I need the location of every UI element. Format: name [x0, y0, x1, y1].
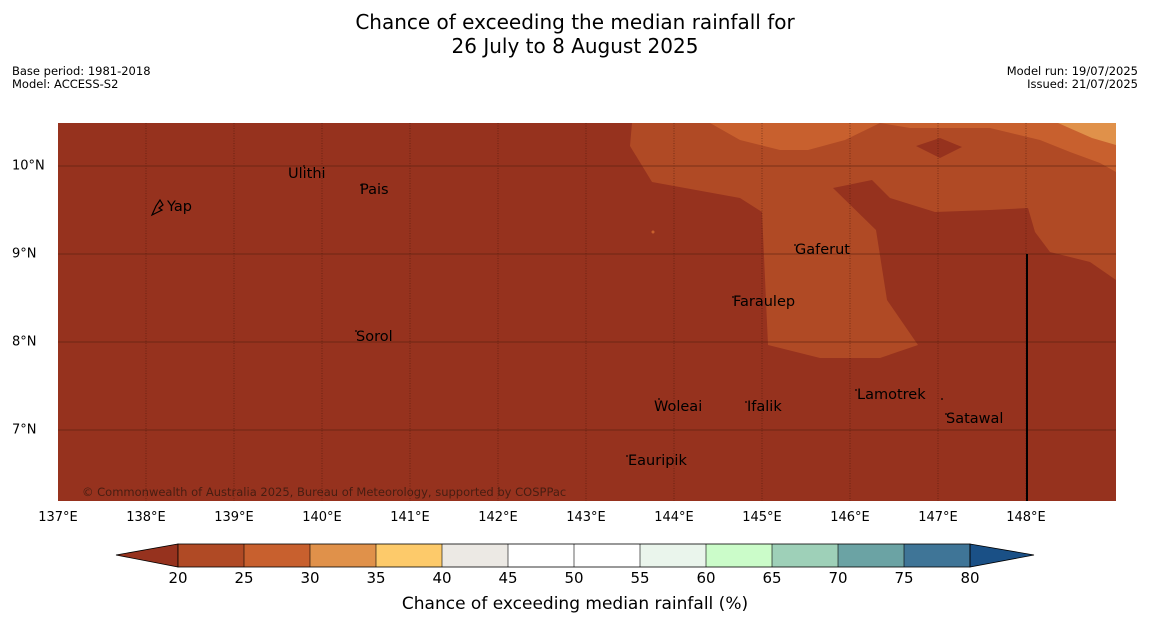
- x-tick-label: 138°E: [126, 510, 166, 525]
- x-tick-label: 143°E: [566, 510, 606, 525]
- colorbar-dividers: [243, 544, 905, 567]
- island-markers: [303, 165, 947, 457]
- island-marker-lamotrek: [855, 389, 857, 391]
- colorbar-label: 65: [762, 569, 782, 587]
- place-label-lamotrek: Lamotrek: [857, 387, 926, 403]
- map-panel: [58, 123, 1116, 501]
- x-tick-label: 148°E: [1006, 510, 1046, 525]
- x-tick-label: 140°E: [302, 510, 342, 525]
- colorbar-label: 60: [696, 569, 716, 587]
- x-tick-label: 147°E: [918, 510, 958, 525]
- colorbar-bin-75-80: [904, 544, 970, 567]
- model-run-text: Model run: 19/07/2025: [1006, 64, 1138, 78]
- colorbar-under-arrow: [115, 543, 179, 568]
- place-label-yap: Yap: [167, 199, 192, 215]
- island-marker-woleai: [658, 398, 660, 400]
- place-label-sorol: Sorol: [356, 329, 393, 345]
- colorbar-bin-60-65: [706, 544, 772, 567]
- x-tick-label: 145°E: [742, 510, 782, 525]
- place-label-woleai: Woleai: [654, 399, 703, 415]
- model-text: Model: ACCESS-S2: [12, 77, 119, 91]
- colorbar-label: 25: [234, 569, 254, 587]
- island-marker-gaferut: [794, 244, 796, 246]
- colorbar-label: 35: [366, 569, 386, 587]
- colorbar-label: 75: [894, 569, 914, 587]
- x-tick-label: 146°E: [830, 510, 870, 525]
- contour-20-25: [630, 123, 1116, 358]
- place-label-ifalik: Ifalik: [747, 399, 782, 415]
- x-tick-label: 137°E: [38, 510, 78, 525]
- y-tick-label: 10°N: [12, 158, 45, 174]
- colorbar-title: Chance of exceeding median rainfall (%): [401, 594, 749, 614]
- copyright-text: © Commonwealth of Australia 2025, Bureau…: [82, 485, 567, 499]
- colorbar-label: 30: [300, 569, 320, 587]
- y-tick-label: 8°N: [12, 334, 37, 350]
- colorbar-bin-20-25: [178, 544, 244, 567]
- colorbar-bin-55-60: [640, 544, 706, 567]
- chart-title-line1: Chance of exceeding the median rainfall …: [355, 10, 795, 34]
- x-tick-label: 144°E: [654, 510, 694, 525]
- x-tick-label: 142°E: [478, 510, 518, 525]
- island-marker-east-lamotrek: [941, 398, 943, 400]
- island-marker-pais: [360, 184, 362, 186]
- colorbar-bin-70-75: [838, 544, 904, 567]
- island-marker-sorol: [355, 330, 357, 332]
- place-label-eauripik: Eauripik: [628, 453, 687, 469]
- y-tick-label: 9°N: [12, 246, 37, 262]
- meta-right: Model run: 19/07/2025 Issued: 21/07/2025: [1007, 65, 1138, 91]
- place-label-gaferut: Gaferut: [795, 242, 850, 258]
- colorbar-label: 20: [168, 569, 188, 587]
- place-label-pais: Pais: [360, 182, 389, 198]
- colorbar-label: 50: [564, 569, 584, 587]
- colorbar-bin-30-35: [310, 544, 376, 567]
- colorbar-label: 80: [960, 569, 980, 587]
- base-period-text: Base period: 1981-2018: [12, 64, 151, 78]
- place-label-ulithi: Ulithi: [288, 166, 326, 182]
- lat-gridlines: [58, 165, 1116, 431]
- chart-title-line2: 26 July to 8 August 2025: [451, 34, 699, 58]
- island-marker-eauripik: [626, 455, 628, 457]
- island-marker-faraulep: [732, 296, 734, 298]
- colorbar-label: 70: [828, 569, 848, 587]
- x-tick-label: 139°E: [214, 510, 254, 525]
- contour-30-35: [1058, 123, 1116, 145]
- place-label-satawal: Satawal: [946, 411, 1004, 427]
- meta-left: Base period: 1981-2018 Model: ACCESS-S2: [12, 65, 151, 91]
- island-marker-ulithi: [303, 165, 305, 167]
- y-tick-label: 7°N: [12, 422, 37, 438]
- colorbar-label: 40: [432, 569, 452, 587]
- contour-patch-below-20: [916, 138, 962, 158]
- colorbar-bin-35-40: [376, 544, 442, 567]
- colorbar-bin-45-50: [508, 544, 574, 567]
- colorbar-label: 55: [630, 569, 650, 587]
- island-marker-ifalik: [745, 401, 747, 403]
- colorbar: [115, 543, 1035, 568]
- place-label-faraulep: Faraulep: [733, 294, 796, 310]
- colorbar-bin-25-30: [244, 544, 310, 567]
- contour-25-30: [710, 123, 1116, 172]
- yap-island-shape: [150, 198, 164, 217]
- colorbar-label: 45: [498, 569, 518, 587]
- x-tick-label: 141°E: [390, 510, 430, 525]
- island-marker-satawal: [945, 413, 947, 415]
- contour-dot: [651, 230, 655, 234]
- colorbar-bin-40-45: [442, 544, 508, 567]
- colorbar-bin-50-55: [574, 544, 640, 567]
- colorbar-bin-65-70: [772, 544, 838, 567]
- issued-text: Issued: 21/07/2025: [1027, 77, 1138, 91]
- yap-island-outline: [150, 198, 164, 217]
- colorbar-over-arrow: [969, 543, 1035, 568]
